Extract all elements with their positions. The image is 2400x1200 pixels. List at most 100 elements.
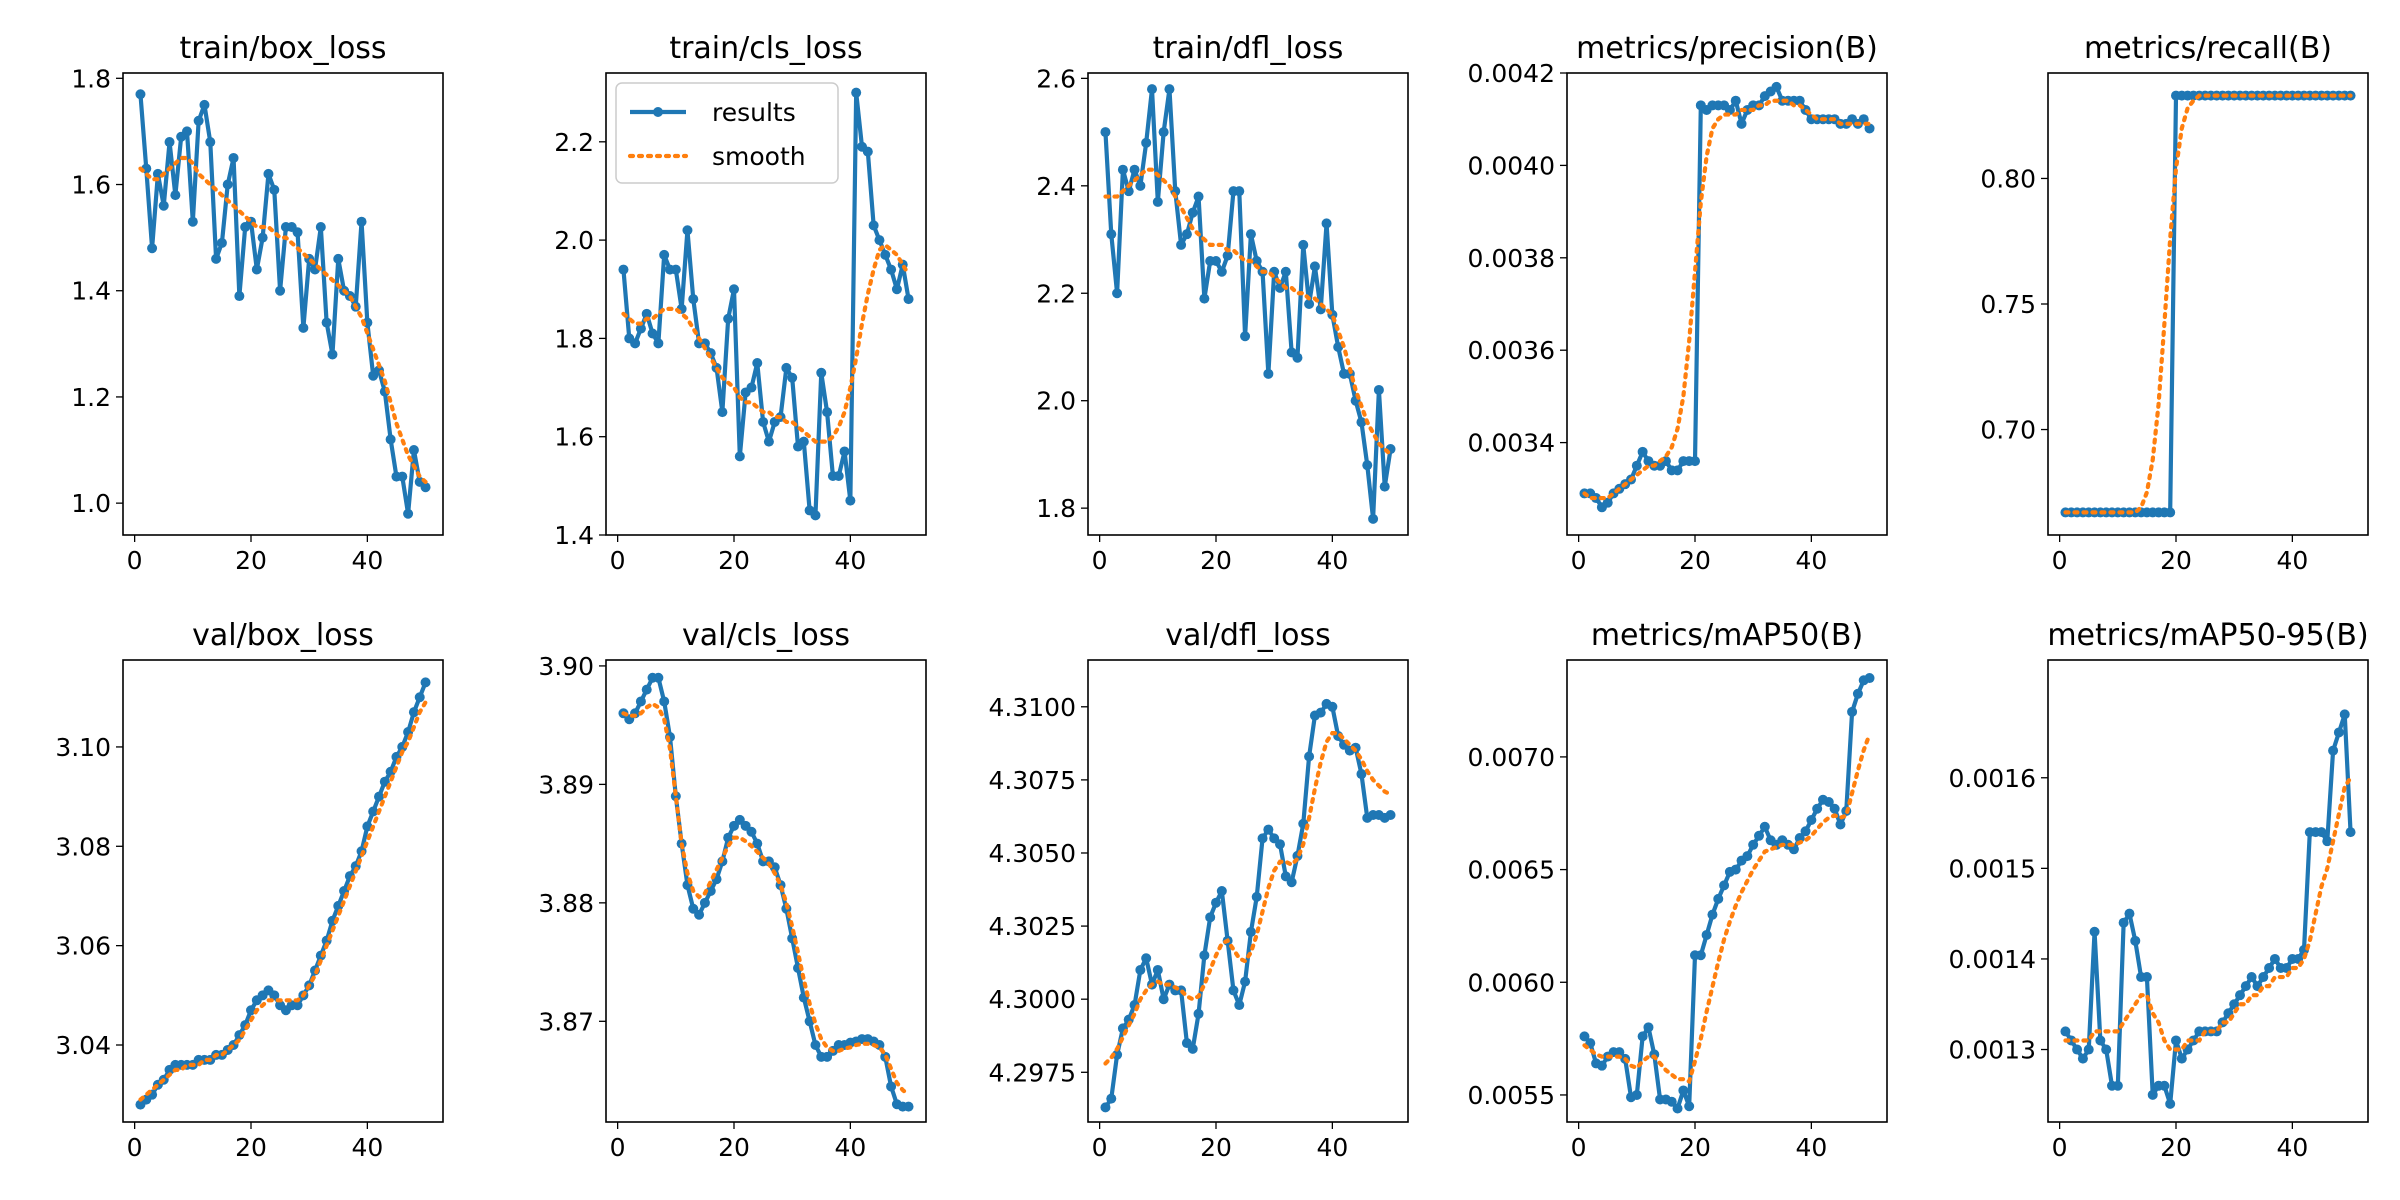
results-point bbox=[2083, 1044, 2094, 1055]
x-tick-label: 20 bbox=[1200, 546, 1232, 575]
results-point bbox=[1193, 1008, 1204, 1019]
results-point bbox=[641, 308, 652, 319]
results-point bbox=[1240, 976, 1251, 987]
results-point bbox=[1643, 1022, 1654, 1033]
results-point bbox=[810, 1040, 821, 1050]
y-tick-label: 3.10 bbox=[55, 733, 111, 762]
results-point bbox=[746, 826, 757, 837]
results-point bbox=[1730, 864, 1741, 875]
results-point bbox=[269, 990, 280, 1001]
legend-smooth-label: smooth bbox=[712, 142, 806, 171]
y-tick-label: 0.0055 bbox=[1468, 1081, 1555, 1110]
results-point bbox=[205, 137, 216, 148]
results-point bbox=[2264, 963, 2275, 973]
results-point bbox=[659, 249, 670, 260]
results-point bbox=[1199, 293, 1210, 304]
x-tick-label: 40 bbox=[1795, 546, 1827, 575]
results-point bbox=[833, 471, 844, 482]
results-point bbox=[694, 909, 705, 920]
panel-3: metrics/precision(B) 0 20 40 0.0034 0.0036 0.0… bbox=[1468, 31, 1888, 575]
x-tick-label: 40 bbox=[351, 1133, 383, 1162]
panel-5: val/box_loss 0 20 40 3.04 3.06 3.08 3.10 bbox=[55, 618, 444, 1162]
results-point bbox=[408, 445, 419, 456]
results-point bbox=[1701, 929, 1712, 940]
results-point bbox=[752, 357, 763, 368]
y-tick-label: 1.8 bbox=[71, 64, 111, 93]
results-point bbox=[1304, 751, 1315, 762]
y-tick-label: 3.88 bbox=[538, 889, 594, 918]
results-point bbox=[763, 436, 774, 447]
panel-2: train/dfl_loss 0 20 40 1.8 2.0 2.2 2.4 2.6 bbox=[1036, 31, 1409, 575]
x-tick-label: 40 bbox=[2276, 546, 2308, 575]
results-point bbox=[2176, 1053, 2187, 1064]
smooth-line bbox=[1103, 730, 1393, 1066]
results-point bbox=[2101, 1044, 2112, 1055]
y-tick-label: 0.0036 bbox=[1468, 336, 1555, 365]
results-point bbox=[1852, 688, 1863, 699]
results-point bbox=[1637, 446, 1648, 457]
panel-title: metrics/precision(B) bbox=[1576, 31, 1878, 66]
results-point bbox=[374, 791, 384, 802]
panel-0: train/box_loss 0 20 40 1.0 1.2 1.4 1.6 1.8 bbox=[71, 31, 444, 575]
results-point bbox=[147, 243, 158, 254]
results-point bbox=[699, 897, 710, 908]
x-tick-label: 20 bbox=[235, 1133, 267, 1162]
results-point bbox=[292, 227, 303, 238]
results-point bbox=[1141, 137, 1152, 148]
results-point bbox=[135, 89, 146, 100]
results-point bbox=[1112, 1049, 1123, 1060]
results-point bbox=[1292, 352, 1303, 363]
x-tick-label: 40 bbox=[1795, 1133, 1827, 1162]
y-tick-label: 2.2 bbox=[554, 128, 594, 157]
results-point bbox=[635, 323, 646, 334]
results-point bbox=[1771, 81, 1782, 92]
results-point bbox=[292, 1000, 303, 1011]
x-tick-label: 0 bbox=[127, 1133, 143, 1162]
y-tick-label: 0.0013 bbox=[1949, 1036, 2036, 1065]
y-tick-label: 0.0060 bbox=[1468, 968, 1555, 997]
results-point bbox=[2165, 1098, 2176, 1109]
y-tick-label: 1.4 bbox=[71, 277, 111, 306]
results-point bbox=[1835, 819, 1846, 830]
results-point bbox=[263, 168, 274, 179]
results-point bbox=[2339, 709, 2350, 720]
results-point bbox=[746, 382, 757, 393]
plot-frame bbox=[1087, 72, 1409, 536]
results-point bbox=[1129, 164, 1140, 175]
y-tick-label: 2.2 bbox=[1036, 279, 1076, 308]
results-point bbox=[1684, 1101, 1695, 1112]
results-point bbox=[1736, 118, 1747, 129]
legend-results-label: results bbox=[712, 98, 796, 127]
results-point bbox=[1112, 288, 1123, 299]
results-point bbox=[798, 436, 809, 447]
results-point bbox=[1864, 673, 1875, 684]
results-point bbox=[2322, 836, 2333, 847]
results-point bbox=[2165, 507, 2176, 518]
results-point bbox=[257, 232, 268, 243]
results-point bbox=[1631, 460, 1642, 471]
y-tick-label: 3.89 bbox=[538, 770, 594, 799]
results-point bbox=[1748, 839, 1759, 850]
y-tick-label: 0.0070 bbox=[1468, 743, 1555, 772]
results-point bbox=[193, 115, 204, 126]
y-tick-label: 3.87 bbox=[538, 1007, 594, 1036]
results-point bbox=[839, 446, 850, 457]
plot-frame bbox=[2047, 72, 2369, 536]
plot-frame bbox=[605, 659, 927, 1123]
results-point bbox=[1211, 256, 1221, 267]
results-point bbox=[1106, 229, 1117, 240]
results-point bbox=[880, 249, 891, 260]
results-point bbox=[891, 284, 902, 295]
y-tick-label: 0.0038 bbox=[1468, 244, 1555, 273]
results-point bbox=[1754, 830, 1764, 841]
y-tick-label: 2.0 bbox=[1036, 387, 1076, 416]
results-point bbox=[2171, 1035, 2181, 1046]
results-point bbox=[1240, 331, 1251, 342]
results-point bbox=[315, 222, 326, 232]
results-point bbox=[1858, 114, 1869, 125]
panel-title: train/dfl_loss bbox=[1153, 31, 1344, 66]
results-point bbox=[1263, 824, 1274, 835]
x-tick-label: 0 bbox=[1092, 546, 1108, 575]
results-point bbox=[1356, 417, 1367, 428]
results-point bbox=[1158, 994, 1169, 1005]
